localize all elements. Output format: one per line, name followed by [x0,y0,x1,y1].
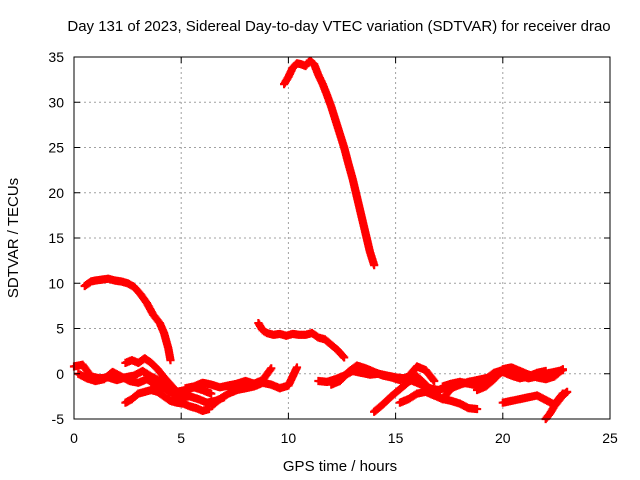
x-tick-label: 5 [177,430,185,446]
series-low-14 [541,387,572,424]
data-point [166,356,175,365]
series-low-8 [327,361,439,389]
x-tick-label: 25 [602,430,618,446]
y-tick-label: 25 [48,140,64,156]
y-tick-label: 5 [56,321,64,337]
data-point [558,365,567,374]
data-point [370,261,379,270]
series-low-6 [207,363,302,411]
y-tick-label: 35 [48,49,64,65]
data-point [267,364,276,373]
data-point [472,404,482,414]
x-axis-label: GPS time / hours [283,458,397,475]
data-point [430,376,439,386]
x-tick-label: 20 [495,430,511,446]
y-tick-label: 10 [48,275,64,291]
y-tick-label: 20 [48,185,64,201]
series-low-3 [121,385,214,415]
series-layer [69,56,572,424]
series-low-4 [121,354,182,396]
series-arc-morning [80,274,175,365]
ticks [73,56,611,420]
x-tick-label: 10 [281,430,297,446]
data-point [172,387,182,396]
y-axis-label: SDTVAR / TECUs [5,178,22,298]
y-tick-label: 0 [56,366,64,382]
data-point [292,363,302,372]
x-tick-label: 0 [70,430,78,446]
y-tick-label: 15 [48,230,64,246]
series-arc-midday [254,318,349,362]
data-point [207,389,216,398]
data-point [563,387,572,396]
data-point [340,353,349,362]
chart-title: Day 131 of 2023, Sidereal Day-to-day VTE… [67,18,610,35]
y-tick-label: 30 [48,94,64,110]
x-tick-label: 15 [388,430,404,446]
tick-labels: 0 5 10 15 20 25 -5 0 5 10 15 20 25 30 35 [48,49,618,446]
series-arc-high [280,56,379,270]
y-tick-label: -5 [52,411,65,427]
series-low-12 [472,363,567,395]
